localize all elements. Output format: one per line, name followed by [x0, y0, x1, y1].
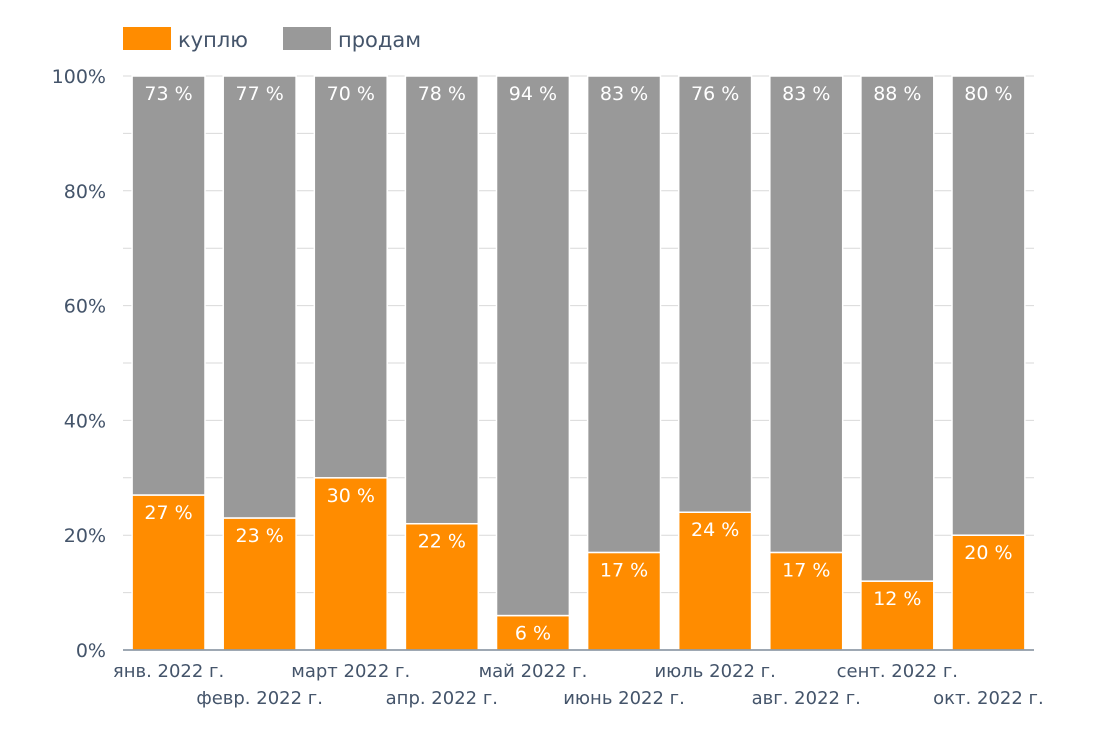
bar-kuplyu-6 [677, 511, 753, 651]
x-tick-label: май 2022 г. [479, 661, 588, 682]
bar-value-label: 17 % [600, 559, 648, 581]
x-tick-label: окт. 2022 г. [933, 688, 1044, 709]
bar-prodam-6 [677, 75, 753, 513]
bar-value-label: 17 % [782, 559, 830, 581]
bar-value-labels: 27 % 73 % 23 % 77 % 30 % 70 % 22 % 78 % 6 % 94 % 1… [144, 83, 1012, 645]
legend: куплю продам [123, 27, 421, 52]
x-axis: янв. 2022 г. февр. 2022 г. март 2022 г. апр… [113, 661, 1044, 709]
x-tick-label: февр. 2022 г. [196, 688, 323, 709]
bar-value-label: 70 % [327, 83, 375, 105]
bar-value-label: 27 % [144, 502, 192, 524]
bar-prodam-9 [951, 75, 1026, 536]
bar-value-label: 88 % [873, 83, 921, 105]
bar-value-label: 22 % [418, 531, 466, 553]
bar-prodam-2 [313, 75, 388, 479]
x-tick-label: янв. 2022 г. [113, 661, 224, 682]
x-tick-label: март 2022 г. [291, 661, 410, 682]
bar-value-label: 24 % [691, 519, 739, 541]
legend-label-prodam: продам [338, 28, 421, 52]
bar-kuplyu-3 [404, 522, 480, 651]
bar-value-label: 77 % [236, 83, 284, 105]
bar-value-label: 94 % [509, 83, 557, 105]
bar-value-label: 12 % [873, 588, 921, 610]
bars [131, 75, 1026, 651]
y-tick-label: 80% [64, 181, 106, 203]
bar-value-label: 78 % [418, 83, 466, 105]
legend-swatch-kuplyu [123, 27, 171, 50]
y-tick-label: 100% [52, 66, 106, 88]
bar-prodam-8 [860, 75, 935, 582]
bar-value-label: 83 % [600, 83, 648, 105]
bar-prodam-4 [495, 75, 571, 617]
y-tick-label: 0% [76, 640, 106, 662]
x-tick-label: авг. 2022 г. [752, 688, 861, 709]
bar-value-label: 80 % [964, 83, 1012, 105]
bar-value-label: 76 % [691, 83, 739, 105]
y-axis: 0% 20% 40% 60% 80% 100% [52, 66, 106, 662]
legend-swatch-prodam [283, 27, 331, 50]
x-tick-label: июнь 2022 г. [563, 688, 685, 709]
y-tick-label: 40% [64, 410, 106, 432]
bar-prodam-3 [404, 75, 480, 525]
bar-value-label: 83 % [782, 83, 830, 105]
bar-prodam-7 [769, 75, 844, 554]
bar-kuplyu-4 [495, 614, 571, 651]
bar-prodam-0 [131, 75, 206, 496]
bar-value-label: 6 % [515, 623, 551, 645]
y-tick-label: 60% [64, 296, 106, 318]
x-tick-label: сент. 2022 г. [837, 661, 958, 682]
bar-prodam-1 [222, 75, 297, 519]
bar-kuplyu-2 [313, 477, 388, 651]
bar-value-label: 73 % [144, 83, 192, 105]
bar-value-label: 20 % [964, 542, 1012, 564]
x-tick-label: апр. 2022 г. [386, 688, 498, 709]
legend-label-kuplyu: куплю [178, 28, 248, 52]
y-tick-label: 20% [64, 525, 106, 547]
bar-value-label: 23 % [236, 525, 284, 547]
bar-value-label: 30 % [327, 485, 375, 507]
x-tick-label: июль 2022 г. [654, 661, 775, 682]
bar-prodam-5 [586, 75, 662, 554]
